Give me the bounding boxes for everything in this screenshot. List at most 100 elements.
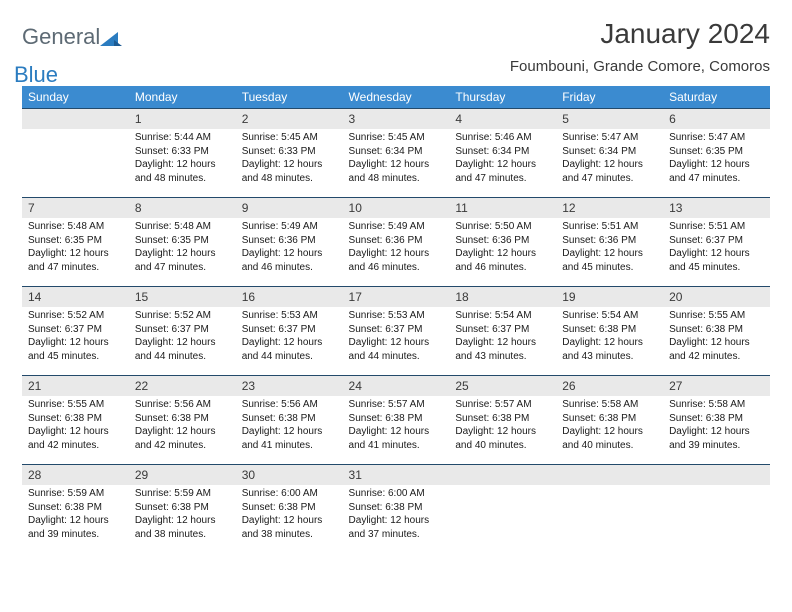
day-daylight2: and 39 minutes. <box>669 439 764 453</box>
day-sunset: Sunset: 6:37 PM <box>242 323 337 337</box>
day-daylight2: and 48 minutes. <box>135 172 230 186</box>
day-daylight1: Daylight: 12 hours <box>562 247 657 261</box>
page-title: January 2024 <box>510 18 770 50</box>
day-daylight2: and 41 minutes. <box>242 439 337 453</box>
day-sunset: Sunset: 6:38 PM <box>135 501 230 515</box>
calendar-week-row: 1Sunrise: 5:44 AMSunset: 6:33 PMDaylight… <box>22 109 770 198</box>
calendar-day-cell: 8Sunrise: 5:48 AMSunset: 6:35 PMDaylight… <box>129 198 236 287</box>
calendar-day-cell: 12Sunrise: 5:51 AMSunset: 6:36 PMDayligh… <box>556 198 663 287</box>
day-number: 7 <box>22 198 129 218</box>
day-content: Sunrise: 5:54 AMSunset: 6:37 PMDaylight:… <box>449 307 556 367</box>
day-number <box>22 109 129 129</box>
day-daylight2: and 47 minutes. <box>669 172 764 186</box>
day-daylight1: Daylight: 12 hours <box>562 158 657 172</box>
day-sunrise: Sunrise: 5:55 AM <box>669 309 764 323</box>
day-daylight2: and 40 minutes. <box>562 439 657 453</box>
day-number: 21 <box>22 376 129 396</box>
day-content: Sunrise: 5:55 AMSunset: 6:38 PMDaylight:… <box>22 396 129 456</box>
calendar-day-cell: 2Sunrise: 5:45 AMSunset: 6:33 PMDaylight… <box>236 109 343 198</box>
day-sunset: Sunset: 6:35 PM <box>28 234 123 248</box>
day-daylight2: and 48 minutes. <box>349 172 444 186</box>
day-number: 15 <box>129 287 236 307</box>
day-number <box>556 465 663 485</box>
brand-logo: General Blue <box>22 18 122 76</box>
day-daylight1: Daylight: 12 hours <box>135 336 230 350</box>
day-daylight2: and 44 minutes. <box>242 350 337 364</box>
day-number: 14 <box>22 287 129 307</box>
day-sunrise: Sunrise: 5:58 AM <box>669 398 764 412</box>
day-daylight2: and 42 minutes. <box>669 350 764 364</box>
day-sunset: Sunset: 6:38 PM <box>455 412 550 426</box>
day-daylight2: and 48 minutes. <box>242 172 337 186</box>
day-sunrise: Sunrise: 5:53 AM <box>242 309 337 323</box>
calendar-day-cell: 19Sunrise: 5:54 AMSunset: 6:38 PMDayligh… <box>556 287 663 376</box>
day-sunset: Sunset: 6:35 PM <box>135 234 230 248</box>
day-number: 28 <box>22 465 129 485</box>
calendar-day-cell: 18Sunrise: 5:54 AMSunset: 6:37 PMDayligh… <box>449 287 556 376</box>
day-sunrise: Sunrise: 5:57 AM <box>455 398 550 412</box>
day-content: Sunrise: 6:00 AMSunset: 6:38 PMDaylight:… <box>343 485 450 545</box>
day-daylight1: Daylight: 12 hours <box>562 336 657 350</box>
calendar-table: Sunday Monday Tuesday Wednesday Thursday… <box>22 86 770 554</box>
day-sunrise: Sunrise: 5:45 AM <box>242 131 337 145</box>
day-sunset: Sunset: 6:37 PM <box>669 234 764 248</box>
day-daylight1: Daylight: 12 hours <box>28 247 123 261</box>
day-header: Monday <box>129 86 236 109</box>
brand-triangle-icon <box>100 30 122 51</box>
day-sunrise: Sunrise: 5:59 AM <box>28 487 123 501</box>
day-sunrise: Sunrise: 5:50 AM <box>455 220 550 234</box>
day-content: Sunrise: 5:51 AMSunset: 6:36 PMDaylight:… <box>556 218 663 278</box>
day-sunset: Sunset: 6:38 PM <box>562 323 657 337</box>
day-sunset: Sunset: 6:36 PM <box>562 234 657 248</box>
day-sunrise: Sunrise: 5:47 AM <box>669 131 764 145</box>
day-daylight2: and 43 minutes. <box>455 350 550 364</box>
day-daylight2: and 37 minutes. <box>349 528 444 542</box>
day-sunrise: Sunrise: 5:56 AM <box>242 398 337 412</box>
day-sunset: Sunset: 6:38 PM <box>562 412 657 426</box>
day-sunrise: Sunrise: 6:00 AM <box>242 487 337 501</box>
day-number: 24 <box>343 376 450 396</box>
day-daylight2: and 43 minutes. <box>562 350 657 364</box>
day-daylight1: Daylight: 12 hours <box>242 514 337 528</box>
day-daylight1: Daylight: 12 hours <box>135 247 230 261</box>
day-daylight2: and 42 minutes. <box>135 439 230 453</box>
day-sunrise: Sunrise: 5:45 AM <box>349 131 444 145</box>
day-content: Sunrise: 5:59 AMSunset: 6:38 PMDaylight:… <box>129 485 236 545</box>
day-content: Sunrise: 5:47 AMSunset: 6:34 PMDaylight:… <box>556 129 663 189</box>
day-daylight1: Daylight: 12 hours <box>349 158 444 172</box>
day-daylight1: Daylight: 12 hours <box>455 425 550 439</box>
day-sunrise: Sunrise: 5:47 AM <box>562 131 657 145</box>
day-sunset: Sunset: 6:38 PM <box>349 501 444 515</box>
day-daylight2: and 44 minutes. <box>349 350 444 364</box>
day-daylight2: and 47 minutes. <box>135 261 230 275</box>
day-number: 31 <box>343 465 450 485</box>
day-content: Sunrise: 5:49 AMSunset: 6:36 PMDaylight:… <box>343 218 450 278</box>
calendar-day-cell: 4Sunrise: 5:46 AMSunset: 6:34 PMDaylight… <box>449 109 556 198</box>
day-number: 17 <box>343 287 450 307</box>
day-content: Sunrise: 5:49 AMSunset: 6:36 PMDaylight:… <box>236 218 343 278</box>
day-sunset: Sunset: 6:38 PM <box>242 412 337 426</box>
calendar-day-cell <box>449 465 556 554</box>
day-content: Sunrise: 5:44 AMSunset: 6:33 PMDaylight:… <box>129 129 236 189</box>
day-content: Sunrise: 5:52 AMSunset: 6:37 PMDaylight:… <box>22 307 129 367</box>
day-sunset: Sunset: 6:37 PM <box>455 323 550 337</box>
day-sunset: Sunset: 6:38 PM <box>669 323 764 337</box>
day-daylight1: Daylight: 12 hours <box>242 336 337 350</box>
day-sunrise: Sunrise: 5:46 AM <box>455 131 550 145</box>
calendar-week-row: 28Sunrise: 5:59 AMSunset: 6:38 PMDayligh… <box>22 465 770 554</box>
day-number: 6 <box>663 109 770 129</box>
day-sunset: Sunset: 6:33 PM <box>242 145 337 159</box>
day-content: Sunrise: 5:48 AMSunset: 6:35 PMDaylight:… <box>129 218 236 278</box>
day-daylight2: and 42 minutes. <box>28 439 123 453</box>
day-daylight2: and 45 minutes. <box>28 350 123 364</box>
calendar-day-cell: 13Sunrise: 5:51 AMSunset: 6:37 PMDayligh… <box>663 198 770 287</box>
day-sunset: Sunset: 6:37 PM <box>28 323 123 337</box>
day-daylight1: Daylight: 12 hours <box>135 158 230 172</box>
day-header: Sunday <box>22 86 129 109</box>
calendar-day-cell: 9Sunrise: 5:49 AMSunset: 6:36 PMDaylight… <box>236 198 343 287</box>
day-number: 29 <box>129 465 236 485</box>
day-daylight2: and 47 minutes. <box>28 261 123 275</box>
day-number: 11 <box>449 198 556 218</box>
calendar-day-cell: 14Sunrise: 5:52 AMSunset: 6:37 PMDayligh… <box>22 287 129 376</box>
day-content: Sunrise: 5:57 AMSunset: 6:38 PMDaylight:… <box>449 396 556 456</box>
